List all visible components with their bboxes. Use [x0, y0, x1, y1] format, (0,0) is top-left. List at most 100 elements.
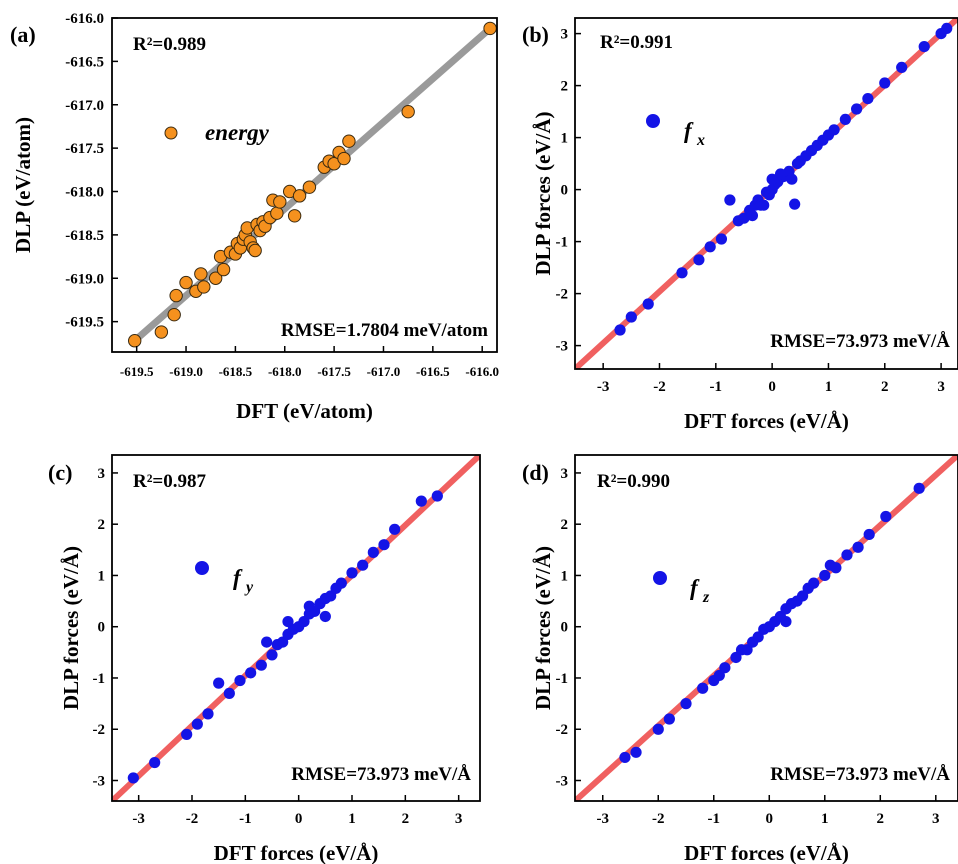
x-tick-label: 1: [348, 811, 356, 827]
x-tick-label: -617.5: [317, 364, 351, 379]
data-point: [752, 631, 764, 643]
x-tick-label: 1: [825, 379, 833, 395]
y-tick-label: -1: [93, 671, 106, 687]
x-axis-title: DFT forces (eV/Å): [684, 409, 849, 433]
data-point: [880, 510, 892, 523]
data-point: [715, 233, 728, 245]
chart-panel-a: -619.5 -619.0 -618.5 -618.0 -617.5 -617.0 -616…: [10, 11, 499, 423]
plot-area: [575, 18, 958, 369]
data-point: [730, 651, 742, 664]
data-point: [179, 275, 193, 290]
data-point: [208, 271, 223, 285]
y-tick-label: 1: [561, 568, 569, 584]
x-tick-label: -617.0: [367, 364, 401, 379]
chart-panel-b: -3 -2 -1 0 1 2 3 -3 -2 -1 0 1 2 3 (b) DFT forces (eV/Å)…: [522, 17, 958, 433]
data-point: [713, 669, 725, 682]
data-point: [292, 189, 307, 203]
x-tick-label: -619.0: [169, 364, 203, 379]
data-point: [735, 644, 748, 656]
data-point: [676, 267, 688, 279]
plot-area: [112, 455, 480, 801]
x-tick-label: -1: [708, 811, 721, 827]
data-point: [149, 756, 161, 769]
data-point: [319, 610, 331, 623]
panel-label: (b): [522, 22, 549, 47]
data-point: [483, 21, 497, 36]
data-point: [346, 567, 358, 579]
data-point: [127, 772, 139, 784]
data-point: [851, 103, 863, 115]
data-point: [234, 674, 246, 687]
y-axis-title: DLP forces (eV/Å): [531, 111, 555, 275]
data-point: [303, 600, 315, 612]
data-point: [704, 241, 716, 253]
data-point: [896, 61, 908, 73]
y-tick-label: -616.0: [65, 11, 104, 27]
x-tick-label: -3: [597, 811, 610, 827]
data-point: [839, 113, 851, 125]
data-point: [808, 577, 820, 589]
y-tick-label: -2: [93, 722, 106, 738]
data-point: [335, 577, 347, 589]
x-tick-label: -2: [653, 379, 666, 395]
data-point: [154, 325, 169, 339]
rmse-annotation: RMSE=73.973 meV/Å: [291, 764, 471, 785]
data-point: [197, 280, 211, 294]
data-point: [128, 334, 142, 348]
plot-frame: [111, 454, 481, 802]
y-tick-label: 1: [98, 568, 106, 584]
data-point: [697, 682, 709, 694]
data-point: [342, 134, 356, 148]
y-tick-label: -617.5: [65, 141, 104, 157]
data-point: [167, 307, 181, 322]
y-tick-label: -3: [556, 339, 569, 355]
data-point: [796, 590, 809, 602]
data-point: [431, 490, 443, 502]
data-point: [202, 708, 214, 720]
y-tick-label: -3: [93, 773, 106, 789]
legend-marker: [653, 571, 667, 585]
data-point: [169, 288, 183, 303]
chart-panel-c: -3 -2 -1 0 1 2 3 -3 -2 -1 0 1 2 3 (c) DFT forces (eV/Å)…: [48, 454, 481, 864]
y-tick-label: -619.5: [65, 315, 104, 331]
data-point: [852, 541, 864, 553]
data-point: [738, 212, 750, 224]
data-point: [357, 559, 369, 571]
plot-area: [575, 455, 958, 801]
y-axis-title: DLP forces (eV/Å): [59, 546, 83, 710]
data-point: [758, 199, 770, 211]
legend-marker: [195, 561, 209, 575]
x-tick-label: 1: [821, 811, 829, 827]
data-point: [614, 324, 626, 336]
x-tick-label: 3: [937, 379, 945, 395]
y-tick-label: 3: [98, 466, 106, 482]
rmse-annotation: RMSE=73.973 meV/Å: [770, 331, 950, 352]
data-point: [245, 667, 257, 679]
y-tick-label: 2: [561, 79, 569, 95]
x-tick-label: -1: [710, 379, 723, 395]
legend-label: f: [684, 118, 694, 143]
legend-marker: [164, 126, 178, 140]
x-tick-label: 0: [295, 811, 303, 827]
rmse-annotation: RMSE=73.973 meV/Å: [770, 764, 950, 785]
data-point: [863, 528, 875, 541]
data-point: [774, 168, 787, 180]
y-tick-label: -1: [556, 671, 569, 687]
data-point: [401, 104, 415, 119]
plot-area: [128, 21, 497, 348]
y-axis-title: DLP forces (eV/Å): [531, 546, 555, 710]
data-point: [780, 615, 792, 628]
rmse-annotation: RMSE=1.7804 meV/atom: [281, 320, 488, 341]
legend-subscript: y: [244, 579, 254, 596]
x-tick-label: 3: [932, 811, 940, 827]
x-tick-label: -2: [652, 811, 665, 827]
data-point: [913, 482, 925, 494]
data-point: [191, 718, 203, 730]
x-tick-label: -1: [239, 811, 252, 827]
y-tick-label: 3: [561, 466, 569, 482]
x-tick-label: -616.0: [465, 364, 499, 379]
y-tick-label: 0: [561, 620, 569, 636]
y-tick-label: 0: [98, 620, 106, 636]
r2-annotation: R²=0.987: [133, 471, 206, 492]
